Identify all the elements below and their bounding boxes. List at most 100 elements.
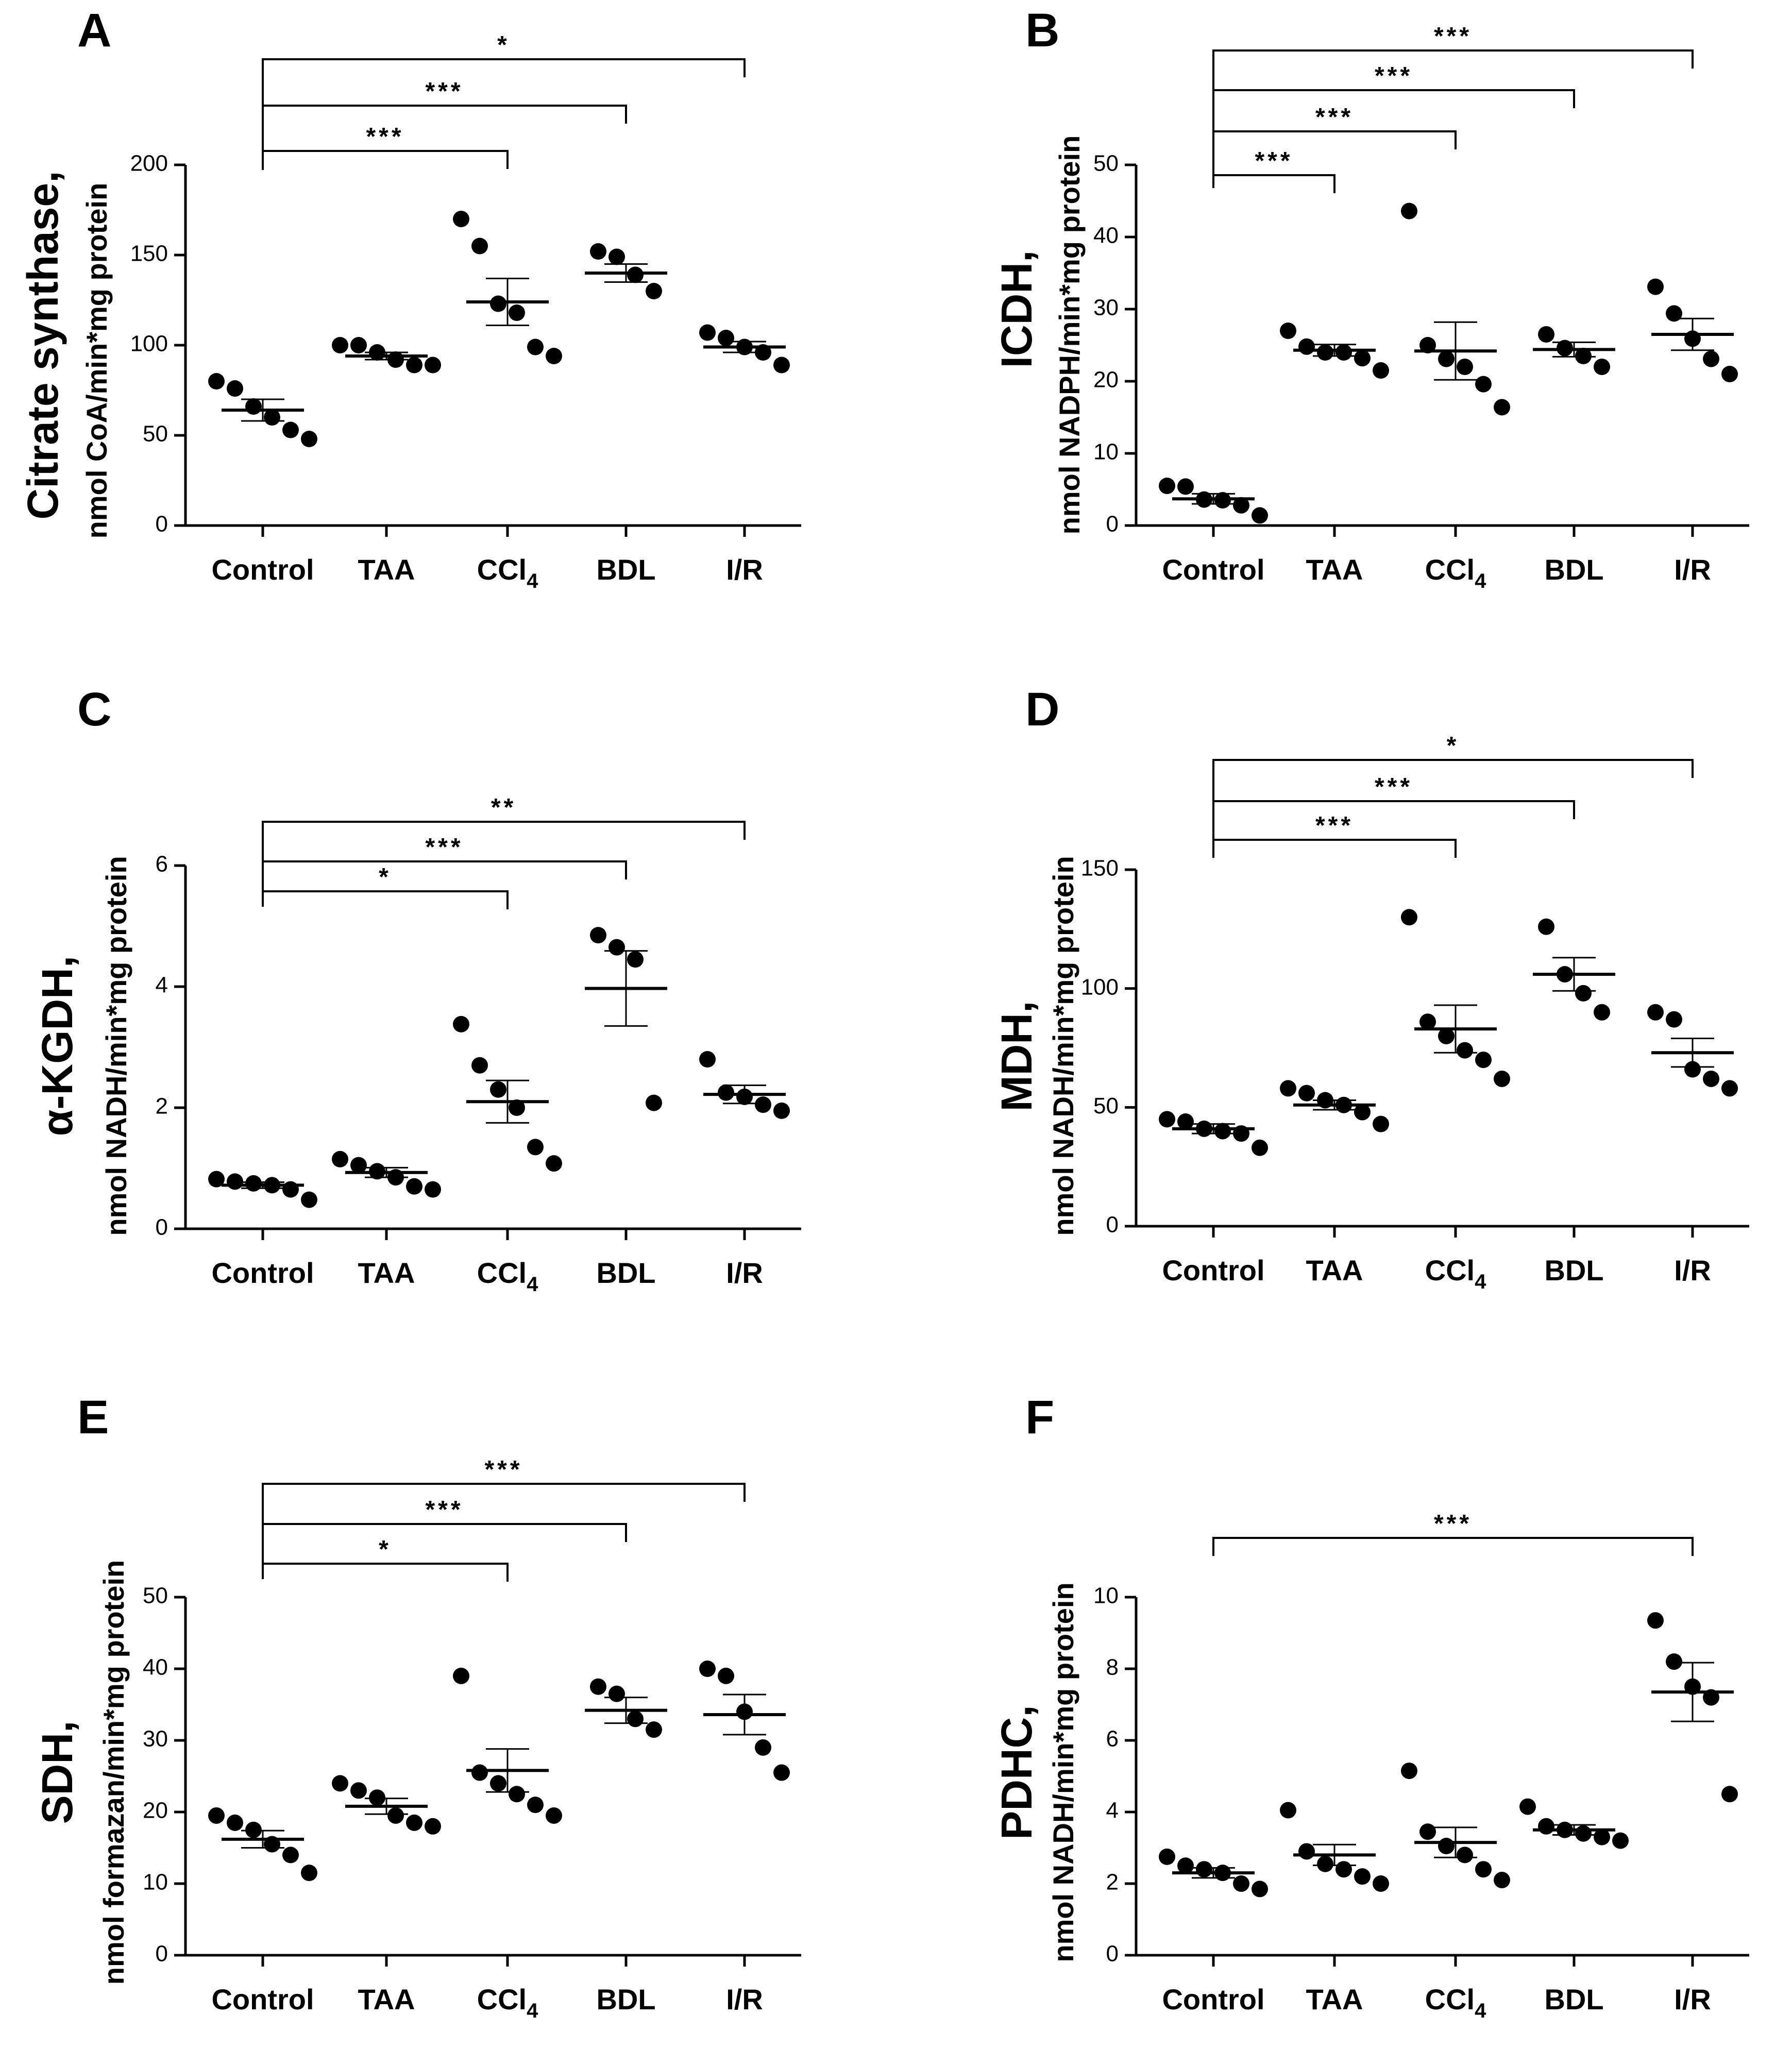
data-point (1233, 1875, 1249, 1892)
significance-label: *** (484, 1456, 522, 1483)
data-point (1373, 1115, 1389, 1132)
data-point (1494, 1070, 1510, 1087)
x-tick-label: Control (211, 1983, 314, 2016)
data-point (1233, 497, 1249, 514)
significance-label: *** (366, 123, 404, 150)
y-axis-unit-label: nmol CoA/min*mg protein (80, 183, 113, 539)
data-point (718, 1084, 734, 1101)
significance-label: * (379, 1536, 392, 1563)
x-tick-label: TAA (358, 1257, 415, 1289)
x-tick-label: I/R (726, 553, 763, 586)
significance-bracket (262, 1523, 627, 1579)
x-tick-label: I/R (726, 1983, 763, 2016)
data-point (590, 1678, 606, 1695)
data-point (1457, 359, 1473, 375)
data-point (1519, 1798, 1536, 1815)
panel-d: D MDH, nmol NADH/min*mg protein 0 50 100 150 Co… (992, 683, 1749, 1293)
y-tick-label: 50 (1093, 151, 1119, 176)
significance-label: * (1447, 732, 1460, 759)
data-point (1538, 918, 1554, 935)
significance-bracket (1212, 174, 1335, 193)
data-point (1475, 376, 1492, 393)
data-point (332, 1775, 348, 1792)
data-point (1457, 1847, 1473, 1864)
data-point (1457, 1042, 1473, 1059)
significance-label: * (497, 31, 510, 59)
panel-letter: E (77, 1391, 109, 1444)
data-point (1317, 344, 1333, 361)
x-tick-label: TAA (358, 1983, 415, 2016)
x-tick-label: BDL (596, 1257, 655, 1289)
x-tick-label-subscript: 4 (1475, 570, 1486, 592)
x-tick-label-subscript: 4 (527, 2000, 538, 2022)
data-point (282, 1847, 299, 1864)
x-tick-label-subscript: 4 (1475, 2000, 1486, 2022)
x-tick-label: TAA (1306, 553, 1363, 586)
significance-bracket (262, 1563, 509, 1582)
data-point (1401, 909, 1417, 926)
data-point (1575, 985, 1592, 1002)
significance-label: *** (1434, 23, 1472, 50)
y-tick-label: 6 (156, 852, 168, 877)
data-point (1354, 350, 1371, 367)
y-axis-title: PDHC, (992, 1705, 1041, 1839)
y-tick-label: 8 (1106, 1655, 1119, 1680)
data-point (646, 1721, 662, 1738)
significance-bracket (262, 105, 627, 170)
data-point (755, 1739, 771, 1756)
y-tick-label: 50 (143, 1583, 168, 1608)
significance-bracket (262, 58, 746, 170)
y-tick-label: 100 (130, 331, 168, 357)
data-point (1159, 1111, 1175, 1128)
data-point (1252, 1139, 1268, 1156)
data-point (350, 1157, 367, 1174)
data-point (1721, 366, 1738, 382)
y-tick-label: 0 (156, 512, 168, 537)
data-point (773, 1102, 790, 1119)
x-tick-label: BDL (596, 553, 655, 586)
y-tick-label: 150 (130, 241, 168, 266)
data-point (406, 357, 422, 374)
data-point (453, 1667, 469, 1684)
data-point (1280, 323, 1296, 339)
y-tick-label: 2 (156, 1094, 168, 1119)
data-point (1177, 478, 1194, 495)
significance-label: ** (491, 794, 516, 821)
significance-bracket (1212, 759, 1694, 858)
data-point (1721, 1786, 1738, 1803)
panel-f: F PDHC, nmol NADH/min*mg protein 0 2 4 6 8 10 Con… (992, 1391, 1749, 2022)
data-point (699, 324, 716, 341)
data-point (1419, 1823, 1436, 1840)
x-tick-label: CCl4 (1425, 1983, 1486, 2022)
data-point (699, 1051, 716, 1068)
y-axis-unit-label: nmol NADPH/min*mg protein (1053, 136, 1086, 535)
data-point (1401, 202, 1417, 219)
data-point (527, 338, 544, 355)
data-point (1438, 350, 1455, 367)
data-point (227, 1173, 243, 1190)
x-tick-label: CCl4 (477, 1983, 538, 2022)
x-tick-label: BDL (1544, 1983, 1603, 2016)
data-point (1196, 1861, 1212, 1878)
data-point (301, 431, 317, 447)
data-point (1494, 399, 1510, 416)
x-tick-label: I/R (726, 1257, 763, 1289)
panel-letter: A (77, 4, 111, 57)
data-point (1666, 305, 1682, 322)
data-point (1335, 1861, 1352, 1878)
data-point (1684, 1061, 1701, 1078)
significance-label: *** (1375, 773, 1413, 801)
data-point (282, 421, 299, 438)
significance-label: *** (1315, 812, 1354, 839)
data-point (245, 398, 262, 415)
significance-bracket (1212, 800, 1575, 858)
y-axis-title: ICDH, (992, 250, 1041, 368)
significance-label: *** (1315, 104, 1354, 131)
y-tick-label: 10 (1093, 1583, 1119, 1608)
y-tick-label: 150 (1081, 856, 1119, 881)
data-point (590, 927, 606, 944)
data-point (1538, 1818, 1554, 1835)
y-tick-label: 10 (1093, 439, 1119, 465)
data-point (1612, 1832, 1629, 1849)
